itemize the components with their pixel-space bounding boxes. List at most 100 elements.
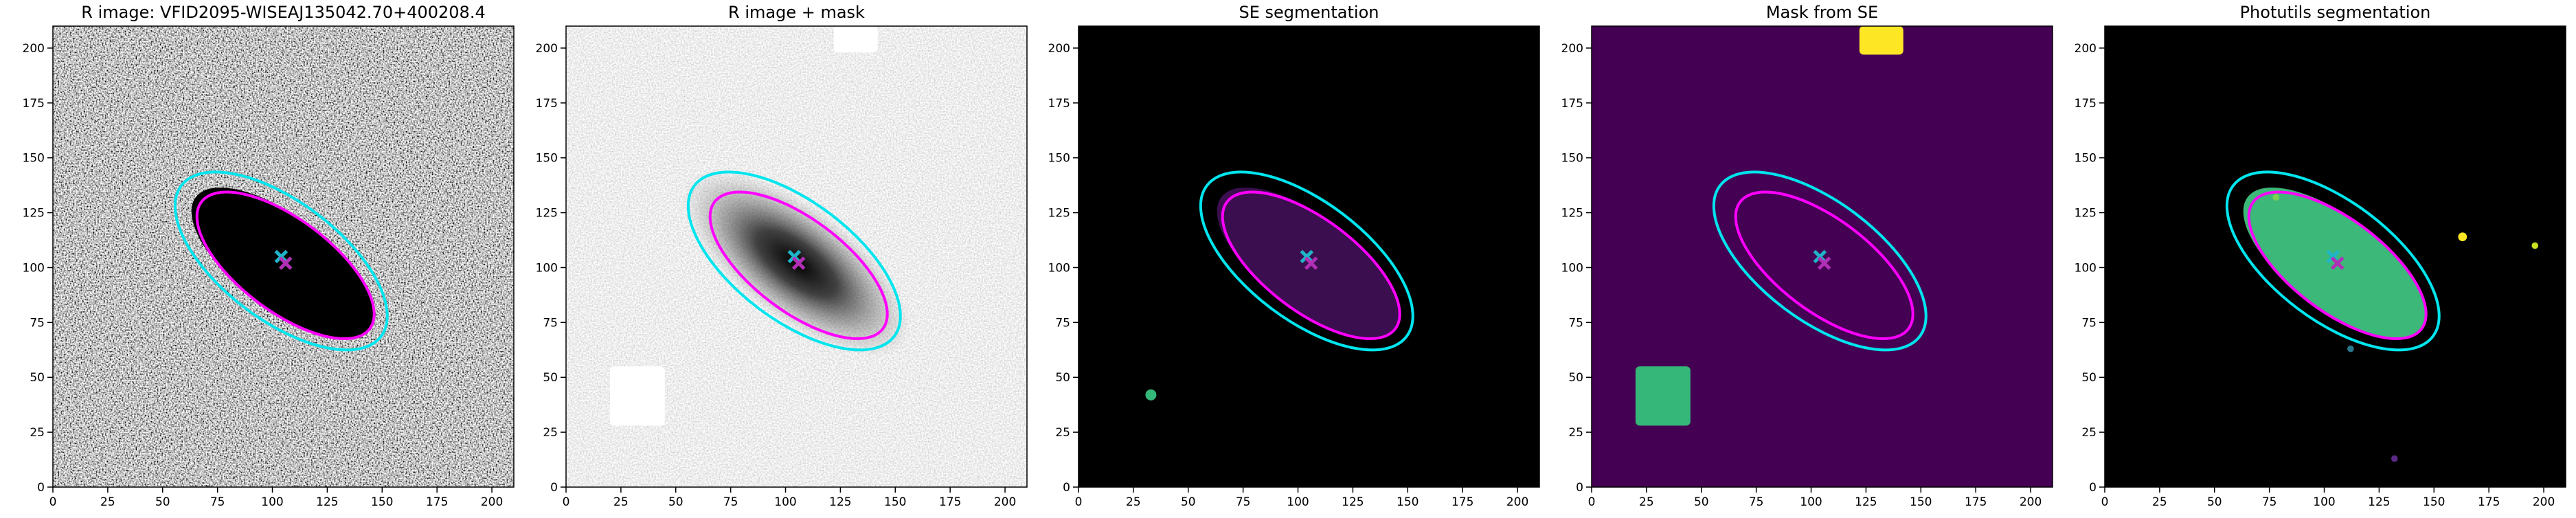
- mask-region: [1635, 366, 1691, 426]
- x-tick-label: 75: [210, 495, 225, 509]
- x-tick-label: 150: [884, 495, 906, 509]
- x-tick-label: 25: [1639, 495, 1654, 509]
- x-tick-label: 0: [2101, 495, 2109, 509]
- outer-ellipse: [2225, 170, 2441, 352]
- panel-title: R image + mask: [728, 3, 865, 22]
- y-tick-label: 150: [1048, 152, 1070, 166]
- x-tick-label: 50: [155, 495, 170, 509]
- source: [2272, 194, 2280, 201]
- inner-ellipse: [1734, 190, 1914, 341]
- y-tick-label: 75: [1568, 316, 1583, 330]
- inner-ellipse: [2247, 190, 2428, 341]
- y-tick-label: 75: [1055, 316, 1070, 330]
- source: [2458, 232, 2467, 242]
- y-tick-label: 0: [1576, 481, 1583, 495]
- y-tick-label: 200: [1561, 42, 1583, 56]
- y-tick-label: 100: [536, 261, 558, 275]
- y-tick-label: 150: [2075, 152, 2097, 166]
- y-tick-label: 125: [1048, 207, 1070, 221]
- y-tick-label: 75: [543, 316, 558, 330]
- y-tick-label: 50: [30, 371, 45, 385]
- x-tick-label: 100: [774, 495, 796, 509]
- y-tick-label: 200: [23, 42, 45, 56]
- source: [2347, 345, 2354, 352]
- mask-region: [1859, 26, 1903, 55]
- x-tick-label: 125: [316, 495, 338, 509]
- outer-ellipse: [173, 170, 389, 352]
- x-tick-label: 100: [2313, 495, 2335, 509]
- y-tick-label: 100: [23, 261, 45, 275]
- center-marker: [1817, 256, 1831, 270]
- y-tick-label: 125: [23, 207, 45, 221]
- x-tick-label: 125: [1342, 495, 1364, 509]
- x-tick-label: 25: [1126, 495, 1141, 509]
- x-tick-label: 50: [2207, 495, 2222, 509]
- y-tick-label: 50: [2081, 371, 2097, 385]
- y-tick-label: 0: [550, 481, 558, 495]
- panel: R image + mask 0 25 50 75 100 125 150 175 200 0 25 5…: [536, 3, 1028, 509]
- image: [1592, 26, 2053, 487]
- y-tick-label: 175: [536, 97, 558, 111]
- y-tick-label: 125: [2075, 207, 2097, 221]
- x-tick-label: 50: [1694, 495, 1709, 509]
- x-tick-label: 100: [261, 495, 283, 509]
- x-tick-label: 150: [2423, 495, 2445, 509]
- x-tick-label: 75: [1236, 495, 1251, 509]
- outer-ellipse: [686, 170, 902, 352]
- y-tick-label: 150: [23, 152, 45, 166]
- x-tick-label: 200: [481, 495, 503, 509]
- x-tick-label: 25: [613, 495, 629, 509]
- axes-frame: [52, 25, 515, 488]
- center-marker: [2330, 256, 2345, 270]
- x-tick-label: 100: [1800, 495, 1822, 509]
- y-tick-label: 25: [2081, 426, 2097, 440]
- x-tick-label: 0: [49, 495, 57, 509]
- y-tick-label: 175: [2075, 97, 2097, 111]
- x-tick-label: 0: [1588, 495, 1596, 509]
- mask-region: [833, 26, 878, 53]
- center-marker: [1304, 256, 1318, 270]
- axes-frame: [1078, 25, 1540, 488]
- image: [2105, 26, 2566, 487]
- x-tick-label: 0: [563, 495, 570, 509]
- x-tick-label: 175: [939, 495, 961, 509]
- x-tick-label: 200: [994, 495, 1016, 509]
- y-tick-label: 125: [1561, 207, 1583, 221]
- panel: Photutils segmentation 0 25 50 75 100 125 150 17…: [2075, 3, 2566, 509]
- outer-ellipse: [1199, 170, 1414, 352]
- source: [2531, 242, 2539, 249]
- x-tick-label: 50: [668, 495, 683, 509]
- x-tick-label: 75: [1749, 495, 1764, 509]
- y-tick-label: 0: [1063, 481, 1070, 495]
- x-tick-label: 25: [100, 495, 115, 509]
- x-tick-label: 75: [723, 495, 738, 509]
- center-marker: [278, 256, 293, 270]
- y-tick-label: 50: [1055, 371, 1070, 385]
- x-tick-label: 150: [1397, 495, 1419, 509]
- y-tick-label: 175: [23, 97, 45, 111]
- panel: SE segmentation 0 25 50 75 100 125 150 175 200 0 25…: [1048, 3, 1540, 509]
- y-tick-label: 0: [2089, 481, 2097, 495]
- x-tick-label: 75: [2262, 495, 2277, 509]
- x-tick-label: 175: [426, 495, 448, 509]
- x-tick-label: 125: [829, 495, 851, 509]
- x-tick-label: 150: [371, 495, 393, 509]
- y-tick-label: 25: [30, 426, 45, 440]
- image: [566, 26, 1027, 487]
- y-tick-label: 100: [1561, 261, 1583, 275]
- x-tick-label: 200: [1506, 495, 1528, 509]
- y-tick-label: 100: [2075, 261, 2097, 275]
- x-tick-label: 200: [2533, 495, 2555, 509]
- y-tick-label: 175: [1048, 97, 1070, 111]
- panel-title: Photutils segmentation: [2240, 3, 2431, 22]
- panel-title: R image: VFID2095-WISEAJ135042.70+400208…: [81, 3, 485, 22]
- panel: Mask from SE 0 25 50 75 100 125 150 175 200 0 25 50 7…: [1561, 3, 2053, 509]
- source: [2391, 455, 2398, 462]
- image: [53, 26, 514, 487]
- y-tick-label: 50: [1568, 371, 1583, 385]
- outer-ellipse: [1712, 170, 1928, 352]
- x-tick-label: 175: [2478, 495, 2500, 509]
- axes-frame: [565, 25, 1028, 488]
- x-tick-label: 50: [1181, 495, 1196, 509]
